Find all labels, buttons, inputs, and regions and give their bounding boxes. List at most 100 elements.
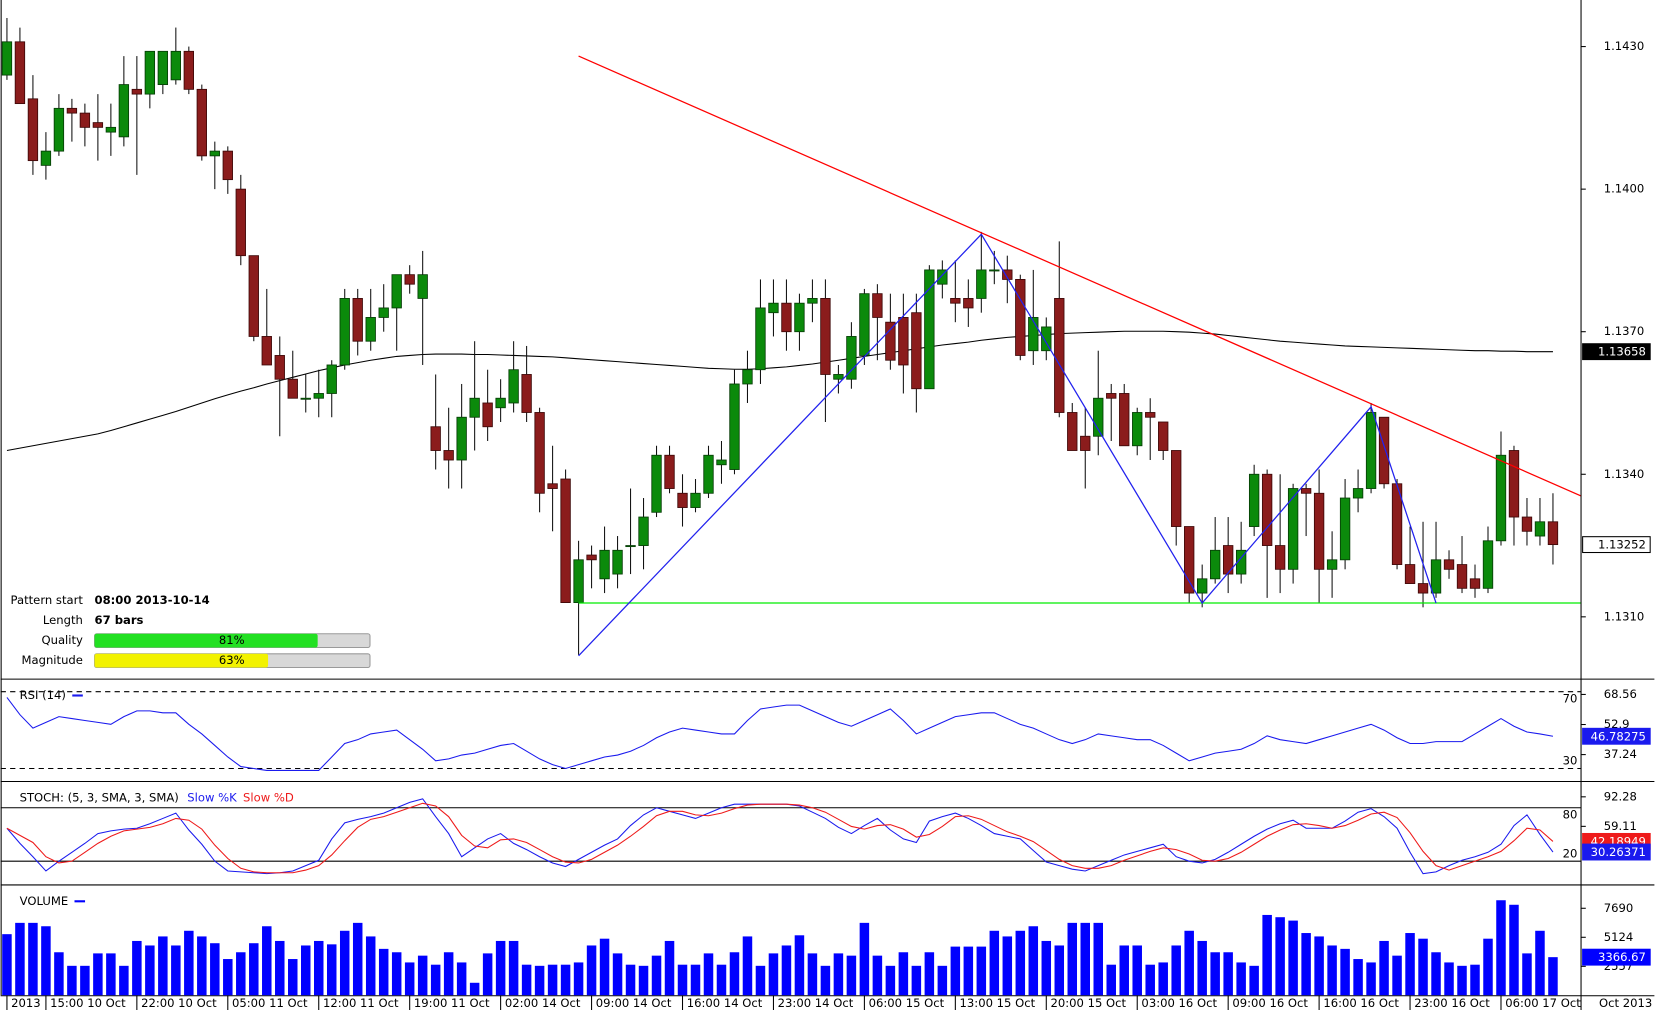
volume-bar xyxy=(197,936,207,996)
volume-bar xyxy=(1288,920,1298,996)
volume-bar xyxy=(794,935,805,996)
candle-body xyxy=(1534,521,1546,537)
y-tick-label: 68.56 xyxy=(1604,687,1637,701)
candle-body xyxy=(1248,473,1260,527)
candle-body xyxy=(703,454,714,494)
volume-bar xyxy=(638,965,649,996)
level-label: 30 xyxy=(1563,754,1578,768)
volume-bar xyxy=(184,930,194,996)
candle-body xyxy=(1482,540,1494,589)
volume-bar xyxy=(1041,940,1052,996)
pattern-start-label: Pattern start xyxy=(11,593,84,607)
value-badge xyxy=(1582,343,1651,361)
candle-body xyxy=(1274,545,1286,570)
candle-body xyxy=(794,302,805,333)
volume-bar xyxy=(339,930,350,996)
volume-bar xyxy=(456,962,467,996)
candle-body xyxy=(313,393,324,399)
candle-body xyxy=(833,374,844,380)
candle-body xyxy=(222,150,233,181)
pattern-line xyxy=(578,233,1437,657)
volume-bar xyxy=(28,922,38,996)
x-tick-label: 22:00 10 Oct xyxy=(141,996,217,1010)
y-tick-label: 5124 xyxy=(1604,930,1634,944)
volume-bar xyxy=(898,952,909,996)
volume-bar xyxy=(223,959,233,996)
volume-bar xyxy=(352,922,363,996)
pattern-metric-label: Quality xyxy=(41,633,83,647)
candle-body xyxy=(1547,521,1559,546)
candle-body xyxy=(781,302,792,333)
value-badge xyxy=(1582,948,1651,966)
value-badge xyxy=(1582,536,1651,554)
volume-bar xyxy=(1015,930,1026,996)
candle-body xyxy=(820,298,831,375)
candle-body xyxy=(859,293,870,356)
legend-entry: RSI (14) xyxy=(20,688,66,702)
volume-bar xyxy=(1496,900,1506,996)
candle-body xyxy=(92,122,104,128)
volume-bar xyxy=(612,953,623,996)
candle-body xyxy=(716,459,727,466)
volume-bar xyxy=(1093,922,1103,996)
candle-body xyxy=(755,307,766,371)
candle-body xyxy=(209,150,220,157)
pattern-metric-label: Magnitude xyxy=(21,653,82,667)
candle-body xyxy=(664,454,675,489)
volume-bar xyxy=(1262,914,1272,996)
candle-body xyxy=(521,374,532,413)
volume-bar xyxy=(404,962,415,996)
volume-bar xyxy=(976,946,987,996)
volume-bar xyxy=(625,964,636,996)
volume-bar xyxy=(1171,945,1181,996)
candle-body xyxy=(1015,279,1026,356)
volume-bar xyxy=(599,938,610,996)
candle-body xyxy=(456,416,467,461)
x-tick-label: 09:00 16 Oct xyxy=(1232,996,1308,1010)
volume-bar xyxy=(1535,930,1545,996)
candle-body xyxy=(1197,578,1208,594)
volume-bar xyxy=(1457,965,1467,996)
volume-bar xyxy=(833,953,844,996)
indicator-title: STOCH: (5, 3, SMA, 3, SMA) xyxy=(20,790,179,804)
candle-body xyxy=(105,126,117,133)
volume-bar xyxy=(1275,917,1285,996)
value-badge-label: 46.78275 xyxy=(1591,729,1646,743)
volume-bar xyxy=(1067,922,1078,996)
volume-bar xyxy=(1223,952,1233,996)
volume-bar xyxy=(521,964,532,996)
volume-bar xyxy=(937,965,948,996)
candle-body xyxy=(326,364,337,394)
candle-body xyxy=(1287,488,1299,570)
x-period-label: Oct 2013 xyxy=(1599,996,1652,1010)
volume-bar xyxy=(508,940,519,996)
candle-body xyxy=(469,397,480,418)
volume-bar xyxy=(106,953,116,996)
candle-body xyxy=(430,426,441,451)
volume-bar xyxy=(1327,945,1337,996)
candle-body xyxy=(495,397,506,409)
volume-bar xyxy=(1509,904,1519,996)
volume-bar xyxy=(288,959,298,996)
volume-bar xyxy=(1431,952,1441,996)
candle-body xyxy=(482,402,493,428)
candle-body xyxy=(1469,578,1481,589)
x-tick-label: 16:00 14 Oct xyxy=(687,996,763,1010)
volume-bar xyxy=(1158,962,1168,996)
volume-bar xyxy=(703,953,714,996)
y-tick-label: 1.1370 xyxy=(1604,324,1645,338)
metric-bar xyxy=(94,653,269,668)
volume-bar xyxy=(911,965,922,996)
pattern-length-label: Length xyxy=(43,613,83,627)
candle-body xyxy=(1417,583,1429,594)
candle-body xyxy=(768,302,779,314)
candle-body xyxy=(1119,393,1130,447)
candle-body xyxy=(248,255,259,337)
volume-bar xyxy=(586,945,597,996)
candle-body xyxy=(911,312,922,390)
candle-body xyxy=(404,274,415,285)
candle-body xyxy=(1443,559,1455,570)
volume-bar xyxy=(1340,948,1350,996)
